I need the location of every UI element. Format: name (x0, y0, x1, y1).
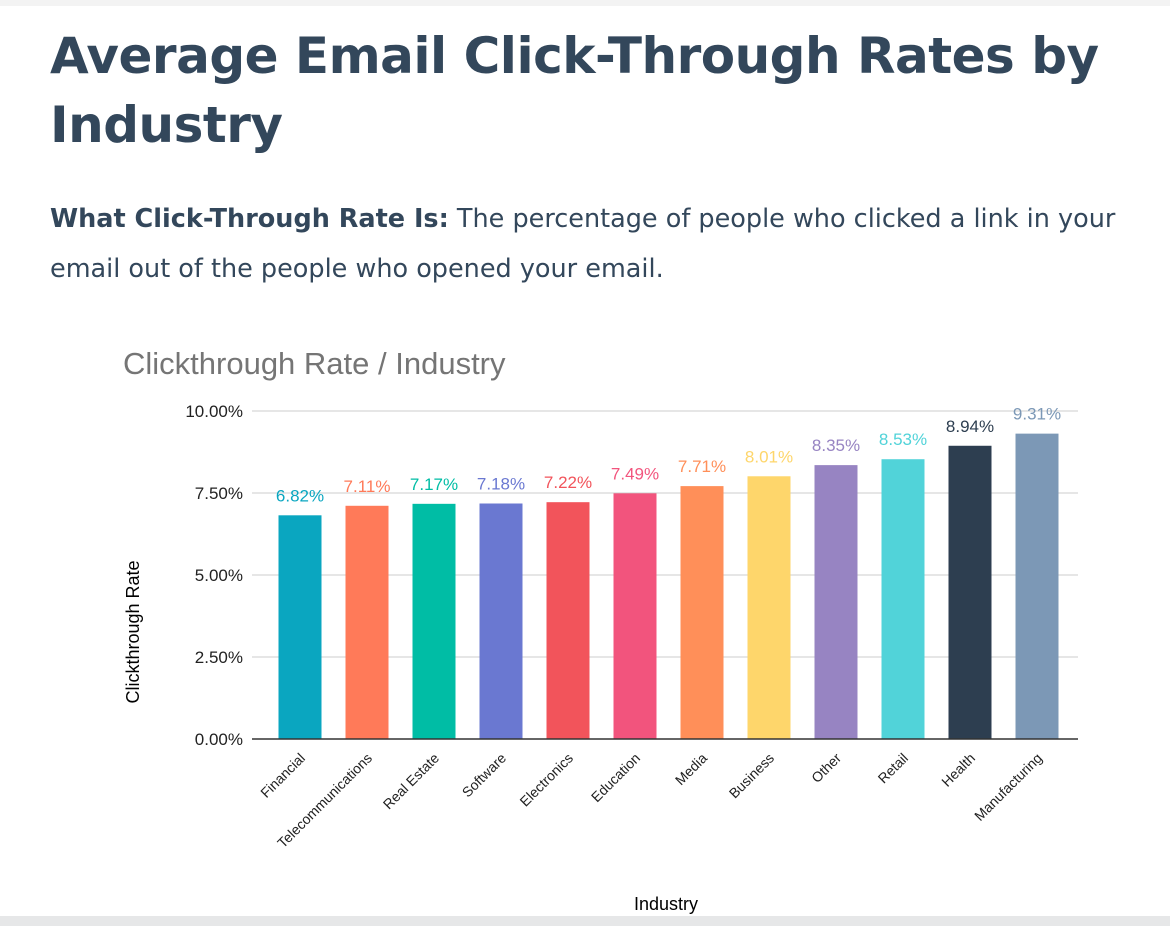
x-tick-label: Education (588, 750, 643, 805)
definition-paragraph: What Click-Through Rate Is: The percenta… (50, 194, 1140, 294)
data-label: 7.11% (344, 477, 391, 496)
chart-gridlines (252, 410, 1078, 658)
x-tick-label: Business (726, 750, 777, 801)
x-tick-label: Manufacturing (971, 750, 1045, 824)
data-label: 8.35% (812, 436, 860, 455)
chart-bars (278, 433, 1059, 739)
y-tick-label: 5.00% (195, 566, 243, 585)
article-headline: Average Email Click-Through Rates by Ind… (50, 27, 1099, 154)
bar-retail (881, 459, 925, 739)
bar-health (948, 445, 992, 739)
data-label: 8.94% (946, 417, 994, 436)
data-label: 7.22% (544, 473, 592, 492)
data-label: 7.18% (477, 474, 525, 493)
bar-financial (278, 515, 322, 739)
bottom-edge-shade (0, 916, 1170, 926)
chart-data-labels: 6.82% 7.11% 7.17% 7.18% 7.22% 7.49% 7.71% 8.01%… (276, 405, 1061, 506)
bar-other (814, 465, 858, 739)
y-tick-label: 0.00% (195, 730, 243, 749)
data-label: 7.71% (678, 457, 726, 476)
data-label: 7.49% (611, 464, 659, 483)
x-tick-label: Media (672, 750, 710, 788)
x-tick-label: Financial (257, 750, 308, 801)
x-tick-label: Real Estate (380, 750, 443, 813)
y-tick-label: 2.50% (195, 648, 243, 667)
y-tick-label: 7.50% (195, 484, 243, 503)
x-tick-label: Software (459, 750, 510, 801)
data-label: 6.82% (276, 486, 324, 505)
data-label: 7.17% (410, 475, 458, 494)
chart-title: Clickthrough Rate / Industry (123, 346, 506, 381)
chart-y-axis-title: Clickthrough Rate (123, 560, 143, 703)
x-tick-label: Other (808, 750, 844, 786)
definition-text: The percentage of people who clicked a l… (50, 204, 1116, 284)
bar-manufacturing (1015, 433, 1059, 739)
y-tick-label: 10.00% (185, 402, 243, 421)
data-label: 8.53% (879, 430, 927, 449)
bar-real-estate (412, 503, 456, 739)
bar-business (747, 476, 791, 739)
definition-lead: What Click-Through Rate Is: (50, 204, 449, 234)
bar-software (479, 503, 523, 739)
chart-y-axis-ticks: 0.00% 2.50% 5.00% 7.50% 10.00% (185, 402, 243, 749)
x-tick-label: Health (938, 750, 978, 790)
data-label: 9.31% (1013, 405, 1061, 424)
bar-media (680, 486, 724, 739)
bar-electronics (546, 502, 590, 739)
x-tick-label: Retail (874, 750, 911, 787)
bar-telecommunications (345, 505, 389, 739)
data-label: 8.01% (745, 447, 793, 466)
chart-x-axis-title: Industry (634, 894, 698, 914)
x-tick-label: Electronics (516, 750, 576, 810)
bar-education (613, 493, 657, 739)
